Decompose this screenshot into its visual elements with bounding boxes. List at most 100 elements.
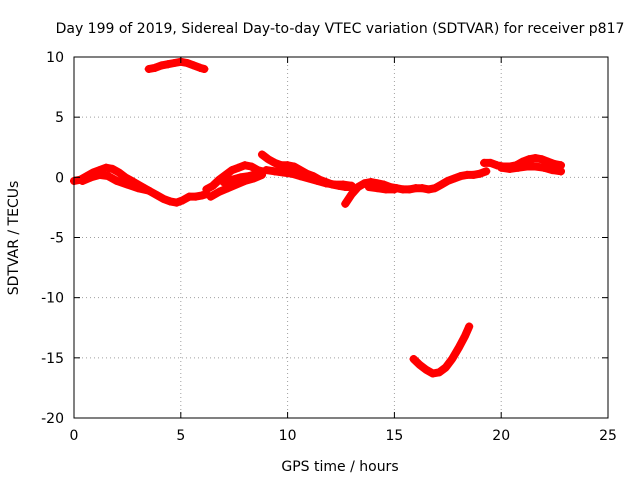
- data-point-marker: [409, 355, 418, 364]
- y-tick-label: -15: [41, 351, 64, 367]
- data-point-marker: [360, 179, 369, 188]
- data-point-marker: [108, 164, 117, 173]
- data-point-marker: [172, 198, 181, 207]
- data-point-marker: [486, 158, 495, 167]
- data-point-marker: [264, 155, 273, 164]
- data-point-marker: [228, 166, 237, 175]
- data-point-marker: [104, 172, 113, 181]
- data-point-marker: [296, 172, 305, 181]
- data-point-marker: [270, 158, 279, 167]
- data-point-marker: [236, 173, 245, 182]
- data-point-marker: [430, 184, 439, 193]
- data-point-marker: [416, 361, 425, 370]
- data-point-marker: [441, 363, 450, 372]
- data-point-marker: [279, 168, 288, 177]
- y-tick-label: 5: [55, 110, 64, 126]
- data-point-marker: [228, 175, 237, 184]
- data-point-marker: [283, 161, 292, 170]
- data-point-marker: [95, 170, 104, 179]
- data-point-marker: [123, 180, 132, 189]
- data-point-marker: [219, 178, 228, 187]
- data-point-marker: [531, 162, 540, 171]
- data-point-marker: [202, 185, 211, 194]
- data-point-marker: [206, 192, 215, 201]
- data-point-marker: [245, 172, 254, 181]
- data-point-marker: [112, 176, 121, 185]
- data-point-marker: [87, 173, 96, 182]
- data-point-marker: [151, 63, 160, 72]
- data-point-marker: [465, 322, 474, 331]
- data-point-marker: [557, 167, 566, 176]
- data-point-marker: [443, 176, 452, 185]
- chart-title: Day 199 of 2019, Sidereal Day-to-day VTE…: [56, 21, 625, 37]
- x-axis-label: GPS time / hours: [281, 459, 398, 475]
- data-point-marker: [339, 180, 348, 189]
- y-tick-label: 0: [55, 170, 64, 186]
- x-tick-label: 5: [176, 428, 185, 444]
- x-tick-label: 25: [599, 428, 617, 444]
- tick-layer: 0 5 10 15 20 25 10 5 0 -5 -10 -15 -20: [41, 50, 617, 444]
- data-point-marker: [78, 176, 87, 185]
- data-point-marker: [144, 186, 153, 195]
- x-tick-label: 10: [279, 428, 297, 444]
- data-point-marker: [460, 332, 469, 341]
- data-series: [144, 57, 209, 74]
- data-point-marker: [196, 63, 205, 72]
- data-point-marker: [448, 355, 457, 364]
- x-tick-label: 15: [385, 428, 403, 444]
- data-point-marker: [200, 65, 209, 74]
- data-point-marker: [505, 164, 514, 173]
- data-point-marker: [544, 157, 553, 166]
- data-series: [70, 150, 566, 208]
- data-point-marker: [454, 344, 463, 353]
- data-point-marker: [234, 163, 243, 172]
- data-point-marker: [424, 185, 433, 194]
- data-point-marker: [539, 163, 548, 172]
- data-point-marker: [157, 61, 166, 70]
- data-point-marker: [347, 190, 356, 199]
- data-point-marker: [313, 176, 322, 185]
- data-point-marker: [144, 65, 153, 74]
- data-point-marker: [537, 155, 546, 164]
- x-tick-label: 20: [492, 428, 510, 444]
- grid-layer: [74, 57, 608, 418]
- data-point-marker: [189, 61, 198, 70]
- y-tick-label: -10: [41, 291, 64, 307]
- data-layer: [70, 57, 566, 378]
- data-point-marker: [198, 191, 207, 200]
- data-point-marker: [240, 161, 249, 170]
- data-point-marker: [437, 180, 446, 189]
- data-point-marker: [208, 181, 217, 190]
- data-point-marker: [247, 162, 256, 171]
- data-point-marker: [475, 169, 484, 178]
- data-point-marker: [524, 155, 533, 164]
- data-point-marker: [253, 169, 262, 178]
- data-point-marker: [102, 163, 111, 172]
- data-point-marker: [405, 185, 414, 194]
- y-tick-label: 10: [46, 50, 64, 66]
- data-point-marker: [531, 154, 540, 163]
- data-point-marker: [114, 168, 123, 177]
- data-point-marker: [223, 184, 232, 193]
- data-point-marker: [364, 182, 373, 191]
- data-point-marker: [191, 192, 200, 201]
- data-point-marker: [390, 185, 399, 194]
- data-series: [409, 322, 474, 378]
- data-point-marker: [183, 59, 192, 68]
- data-point-marker: [548, 166, 557, 175]
- data-point-marker: [166, 197, 175, 206]
- data-point-marker: [270, 167, 279, 176]
- data-point-marker: [422, 365, 431, 374]
- data-point-marker: [134, 184, 143, 193]
- data-point-marker: [418, 184, 427, 193]
- data-point-marker: [159, 194, 168, 203]
- data-point-marker: [262, 166, 271, 175]
- data-point-marker: [163, 60, 172, 69]
- data-point-marker: [428, 369, 437, 378]
- data-point-marker: [287, 169, 296, 178]
- x-tick-label: 0: [70, 428, 79, 444]
- data-point-marker: [354, 182, 363, 191]
- data-point-marker: [482, 167, 491, 176]
- data-point-marker: [522, 162, 531, 171]
